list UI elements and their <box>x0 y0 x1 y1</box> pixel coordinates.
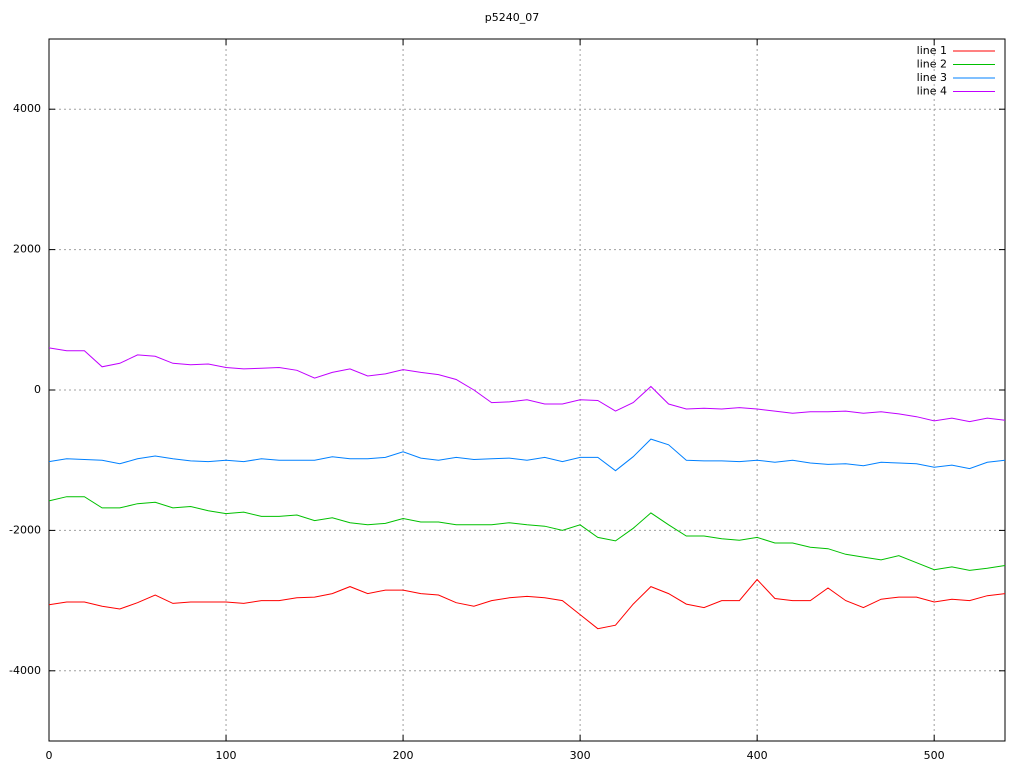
legend-label: line 2 <box>917 58 947 71</box>
y-tick-label: 4000 <box>13 102 41 115</box>
y-tick-label: 2000 <box>13 243 41 256</box>
x-tick-label: 200 <box>393 749 414 762</box>
data-line <box>48 496 1006 571</box>
chart-title: p5240_07 <box>485 11 539 24</box>
y-tick-label: -2000 <box>9 523 41 536</box>
x-tick-label: 300 <box>570 749 591 762</box>
x-tick-label: 0 <box>46 749 53 762</box>
y-tick-label: 0 <box>34 383 41 396</box>
x-tick-label: 400 <box>747 749 768 762</box>
legend-label: line 3 <box>917 71 947 84</box>
legend-label: line 1 <box>917 44 947 57</box>
plot-border <box>48 38 1006 742</box>
data-line <box>48 438 1006 472</box>
y-tick-label: -4000 <box>9 664 41 677</box>
legend-label: line 4 <box>917 85 947 98</box>
data-line <box>48 578 1006 630</box>
x-tick-label: 500 <box>924 749 945 762</box>
x-tick-label: 100 <box>216 749 237 762</box>
data-line <box>48 347 1006 423</box>
